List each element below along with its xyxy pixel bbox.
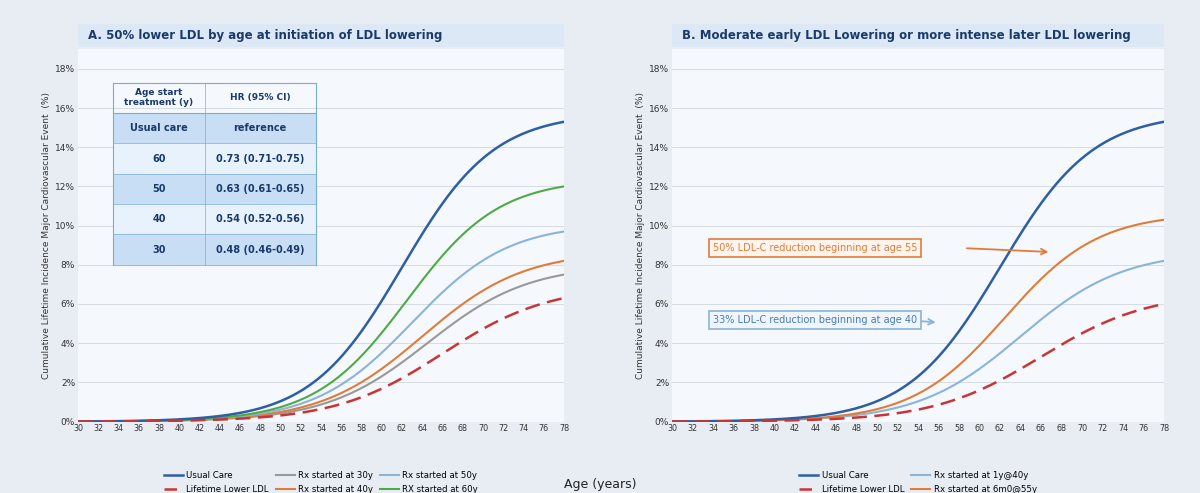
Text: 0.48 (0.46-0.49): 0.48 (0.46-0.49) xyxy=(216,245,305,254)
Text: 0.54 (0.52-0.56): 0.54 (0.52-0.56) xyxy=(216,214,305,224)
Text: 40: 40 xyxy=(152,214,166,224)
Y-axis label: Cumulative Lifetime Incidence Major Cardiovascular Event  (%): Cumulative Lifetime Incidence Major Card… xyxy=(42,92,50,379)
Text: 0.73 (0.71-0.75): 0.73 (0.71-0.75) xyxy=(216,153,305,164)
Text: reference: reference xyxy=(234,123,287,133)
Legend: Usual Care, Lifetime Lower LDL, Rx started at 30y, Rx started at 40y, Rx started: Usual Care, Lifetime Lower LDL, Rx start… xyxy=(161,468,481,493)
Text: 33% LDL-C reduction beginning at age 40: 33% LDL-C reduction beginning at age 40 xyxy=(713,315,917,325)
Text: B. Moderate early LDL Lowering or more intense later LDL lowering: B. Moderate early LDL Lowering or more i… xyxy=(682,29,1130,42)
Text: 60: 60 xyxy=(152,153,166,164)
Legend: Usual Care, Lifetime Lower LDL, Rx started at 1y@40y, Rx started at 6m0@55y: Usual Care, Lifetime Lower LDL, Rx start… xyxy=(796,468,1040,493)
Text: A. 50% lower LDL by age at initiation of LDL lowering: A. 50% lower LDL by age at initiation of… xyxy=(88,29,442,42)
Text: HR (95% CI): HR (95% CI) xyxy=(230,93,290,102)
Text: Usual care: Usual care xyxy=(130,123,188,133)
Bar xyxy=(114,174,316,204)
Bar xyxy=(114,113,316,143)
Text: 50% LDL-C reduction beginning at age 55: 50% LDL-C reduction beginning at age 55 xyxy=(713,243,918,253)
Text: Age start
treatment (y): Age start treatment (y) xyxy=(125,88,193,107)
Bar xyxy=(114,204,316,235)
Text: 30: 30 xyxy=(152,245,166,254)
Text: 50: 50 xyxy=(152,184,166,194)
Text: Age (years): Age (years) xyxy=(564,478,636,491)
Bar xyxy=(114,143,316,174)
Y-axis label: Cumulative Lifetime Incidence Major Cardiovascular Event  (%): Cumulative Lifetime Incidence Major Card… xyxy=(636,92,644,379)
Bar xyxy=(114,235,316,265)
Text: 0.63 (0.61-0.65): 0.63 (0.61-0.65) xyxy=(216,184,305,194)
